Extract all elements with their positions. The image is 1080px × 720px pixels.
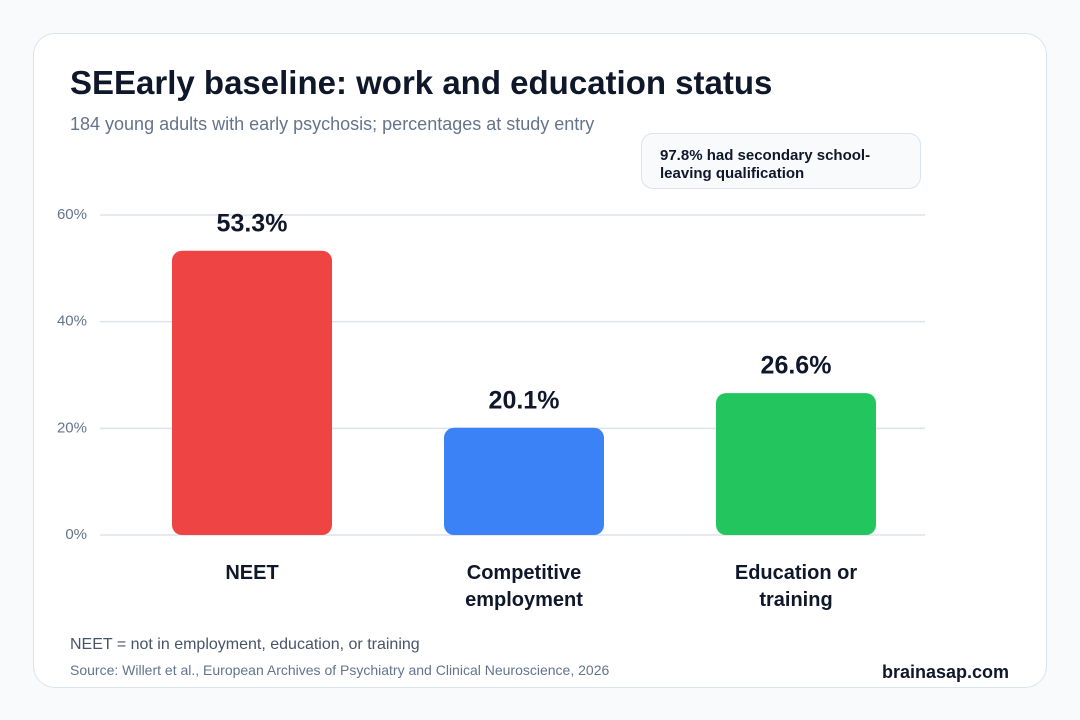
bar — [172, 250, 332, 535]
y-tick-label: 0% — [65, 526, 87, 543]
brand: brainasap.com — [881, 662, 1009, 682]
value-label: 26.6% — [761, 352, 832, 380]
value-label: 53.3% — [217, 209, 288, 237]
x-tick-label: Competitive employment — [465, 562, 583, 611]
bar — [716, 393, 876, 535]
source: Source: Willert et al., European Archive… — [70, 662, 610, 678]
x-tick-label: NEET — [225, 562, 279, 584]
annotation: 97.8% had secondary school-leaving quali… — [660, 147, 871, 182]
annotation-box: 97.8% had secondary school-leaving quali… — [641, 133, 921, 189]
y-tick-label: 40% — [57, 313, 87, 330]
y-tick-label: 20% — [57, 419, 87, 436]
value-label: 20.1% — [489, 386, 560, 414]
y-tick-label: 60% — [57, 206, 87, 223]
chart-title: SEEarly baseline: work and education sta… — [70, 64, 773, 101]
chart-subtitle: 184 young adults with early psychosis; p… — [70, 114, 595, 134]
bar — [444, 427, 604, 535]
x-tick-label: Education or training — [734, 562, 858, 611]
footnote: NEET = not in employment, education, or … — [70, 636, 420, 653]
